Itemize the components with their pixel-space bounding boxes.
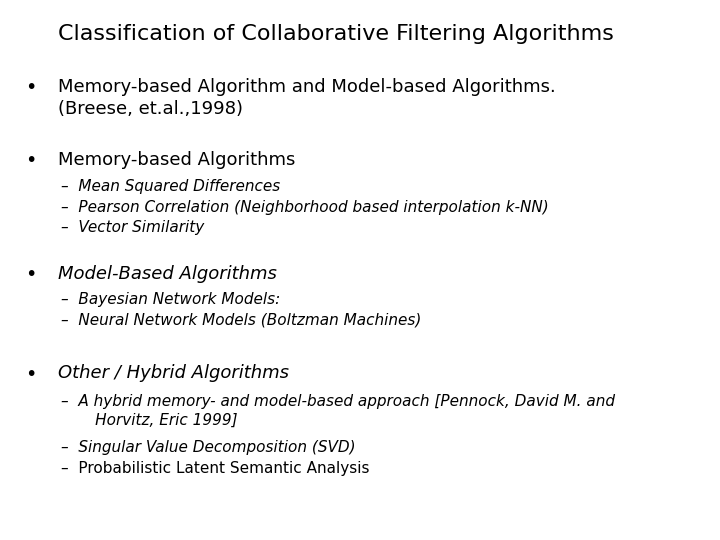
Text: –  Probabilistic Latent Semantic Analysis: – Probabilistic Latent Semantic Analysis — [61, 461, 369, 476]
Text: Memory-based Algorithm and Model-based Algorithms.
(Breese, et.al.,1998): Memory-based Algorithm and Model-based A… — [58, 78, 555, 118]
Text: Other / Hybrid Algorithms: Other / Hybrid Algorithms — [58, 364, 289, 382]
Text: –  Mean Squared Differences: – Mean Squared Differences — [61, 179, 281, 194]
Text: –  Pearson Correlation (Neighborhood based interpolation k-NN): – Pearson Correlation (Neighborhood base… — [61, 200, 549, 215]
Text: –  A hybrid memory- and model-based approach [Pennock, David M. and
       Horvi: – A hybrid memory- and model-based appro… — [61, 394, 615, 428]
Text: –  Bayesian Network Models:: – Bayesian Network Models: — [61, 292, 281, 307]
Text: Model-Based Algorithms: Model-Based Algorithms — [58, 265, 276, 282]
Text: –  Neural Network Models (Boltzman Machines): – Neural Network Models (Boltzman Machin… — [61, 312, 422, 327]
Text: •: • — [25, 78, 37, 97]
Text: Memory-based Algorithms: Memory-based Algorithms — [58, 151, 295, 169]
Text: •: • — [25, 265, 37, 284]
Text: –  Vector Similarity: – Vector Similarity — [61, 220, 204, 235]
Text: Classification of Collaborative Filtering Algorithms: Classification of Collaborative Filterin… — [58, 24, 613, 44]
Text: •: • — [25, 151, 37, 170]
Text: –  Singular Value Decomposition (SVD): – Singular Value Decomposition (SVD) — [61, 440, 356, 455]
Text: •: • — [25, 364, 37, 383]
